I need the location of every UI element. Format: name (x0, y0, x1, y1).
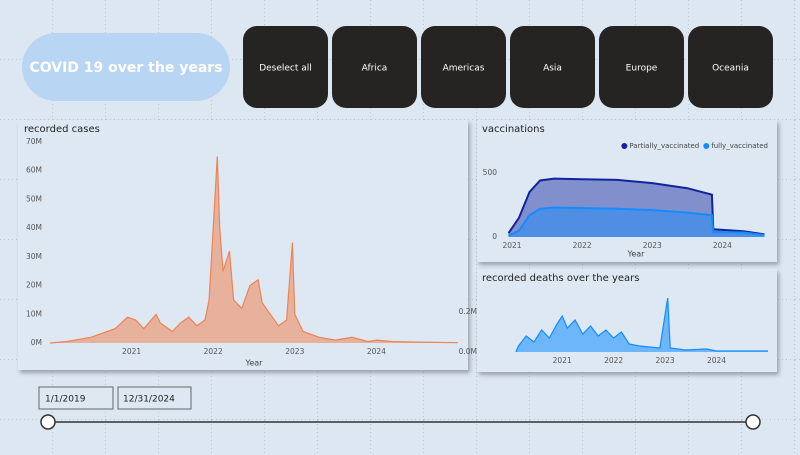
filter-button[interactable] (243, 26, 328, 108)
x-tick-label: 2024 (707, 356, 726, 365)
chart-title: vaccinations (482, 124, 545, 135)
slider-handle[interactable] (745, 414, 761, 430)
x-tick-label: 2023 (656, 356, 675, 365)
y-tick-label: 40M (26, 223, 42, 232)
x-tick-label: 2024 (713, 241, 732, 250)
y-tick-label: 0.2M (459, 307, 477, 316)
filter-button[interactable] (510, 26, 595, 108)
button-label: Asia (543, 64, 562, 74)
area (508, 178, 765, 237)
button-label: Europe (626, 64, 658, 74)
y-tick-label: 70M (26, 137, 42, 146)
x-axis-title: Year (627, 250, 646, 259)
chart-title: recorded cases (24, 124, 100, 135)
button-label: Deselect all (259, 64, 312, 74)
y-tick-label: 500 (483, 168, 498, 177)
x-tick-label: 2022 (204, 347, 223, 356)
legend-label: fully_vaccinated (711, 142, 768, 150)
y-tick-label: 0 (492, 232, 497, 241)
slider-handle[interactable] (40, 414, 56, 430)
area (50, 156, 458, 343)
page-title: COVID 19 over the years (29, 60, 222, 76)
x-tick-label: 2021 (122, 347, 141, 356)
x-tick-label: 2023 (285, 347, 304, 356)
y-tick-label: 60M (26, 166, 42, 175)
line (508, 206, 765, 237)
legend-swatch (621, 143, 628, 149)
legend-swatch (703, 143, 710, 149)
date-input[interactable] (117, 386, 192, 410)
y-tick-label: 30M (26, 252, 42, 261)
button-label: Americas (443, 64, 485, 74)
x-tick-label: 2024 (367, 347, 386, 356)
x-tick-label: 2021 (553, 356, 572, 365)
line (49, 156, 459, 344)
x-tick-label: 2022 (604, 356, 623, 365)
chart-title: recorded deaths over the years (482, 273, 640, 284)
panel (477, 120, 777, 262)
title-pill (22, 33, 230, 101)
button-label: Oceania (712, 64, 749, 74)
start-date: 1/1/2019 (45, 395, 86, 405)
y-tick-label: 50M (26, 194, 42, 203)
x-tick-label: 2021 (502, 241, 521, 250)
date-input[interactable] (38, 386, 114, 410)
line (515, 297, 768, 353)
y-tick-label: 10M (26, 309, 42, 318)
area (515, 298, 768, 352)
y-tick-label: 20M (26, 281, 42, 290)
filter-button[interactable] (688, 26, 773, 108)
x-tick-label: 2023 (643, 241, 662, 250)
filter-button[interactable] (421, 26, 506, 108)
y-tick-label: 0M (31, 338, 42, 347)
panel (477, 269, 777, 372)
filter-button[interactable] (332, 26, 417, 108)
legend-label: Partially_vaccinated (629, 142, 699, 150)
x-axis-title: Year (245, 359, 264, 368)
y-tick-label: 0.0M (459, 347, 477, 356)
filter-button[interactable] (599, 26, 684, 108)
x-tick-label: 2022 (573, 241, 592, 250)
button-label: Africa (362, 64, 388, 74)
end-date: 12/31/2024 (123, 395, 175, 405)
